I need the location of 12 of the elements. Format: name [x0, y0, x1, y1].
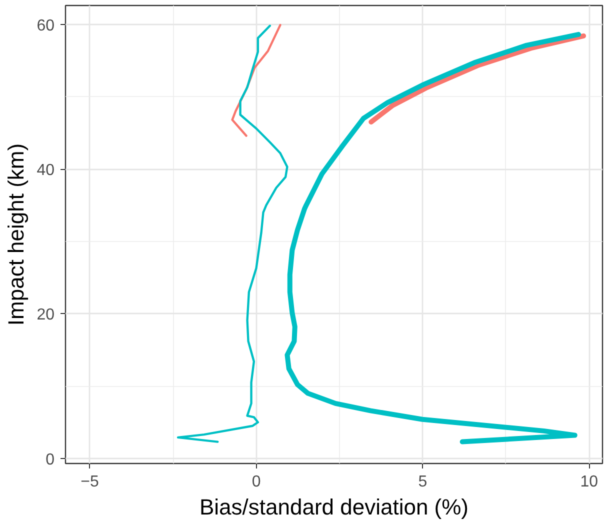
- x-tick-label: −5: [80, 474, 100, 490]
- y-tick-label: 0: [46, 451, 55, 468]
- x-axis-title: Bias/standard deviation (%): [199, 494, 469, 520]
- x-tick-label: 5: [418, 474, 428, 490]
- y-tick-label: 60: [36, 17, 55, 34]
- y-axis-title: Impact height (km): [4, 143, 29, 326]
- line-series: [176, 24, 288, 443]
- x-tick-label: 10: [580, 474, 598, 490]
- line-series: [231, 24, 282, 137]
- y-tick-label: 20: [36, 306, 55, 324]
- y-tick-label: 40: [36, 162, 55, 180]
- x-tick-label: 0: [252, 474, 261, 490]
